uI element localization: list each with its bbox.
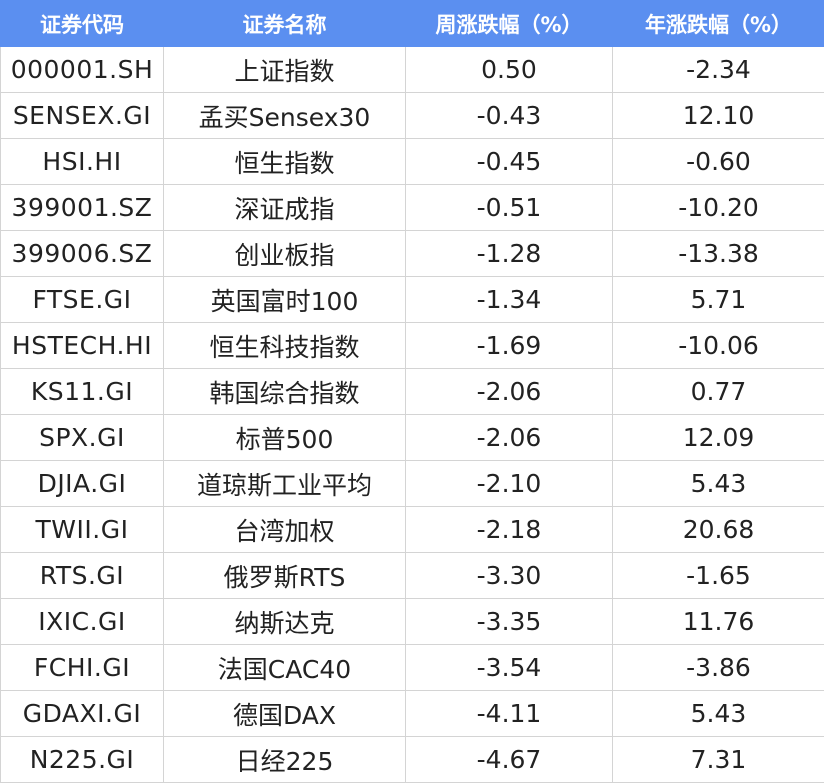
table-cell: 恒生科技指数 — [164, 323, 406, 369]
table-cell: -1.69 — [406, 323, 613, 369]
table-cell: 0.77 — [613, 369, 824, 415]
table-cell: FCHI.GI — [1, 645, 164, 691]
table-cell: -13.38 — [613, 231, 824, 277]
table-cell: 法国CAC40 — [164, 645, 406, 691]
table-cell: 399001.SZ — [1, 185, 164, 231]
table-cell: -2.18 — [406, 507, 613, 553]
table-cell: IXIC.GI — [1, 599, 164, 645]
table-cell: HSTECH.HI — [1, 323, 164, 369]
table-cell: 道琼斯工业平均 — [164, 461, 406, 507]
table-cell: -1.65 — [613, 553, 824, 599]
table-cell: -2.06 — [406, 415, 613, 461]
table-cell: -3.30 — [406, 553, 613, 599]
table-cell: 12.10 — [613, 93, 824, 139]
table-cell: 12.09 — [613, 415, 824, 461]
table-cell: HSI.HI — [1, 139, 164, 185]
table-cell: -4.67 — [406, 737, 613, 783]
table-cell: TWII.GI — [1, 507, 164, 553]
table-cell: 5.43 — [613, 691, 824, 737]
table-cell: 俄罗斯RTS — [164, 553, 406, 599]
table-cell: SENSEX.GI — [1, 93, 164, 139]
table-cell: -10.06 — [613, 323, 824, 369]
table-cell: -10.20 — [613, 185, 824, 231]
header-cell: 周涨跌幅（%） — [406, 1, 613, 47]
table-cell: 399006.SZ — [1, 231, 164, 277]
table-cell: KS11.GI — [1, 369, 164, 415]
table-cell: 孟买Sensex30 — [164, 93, 406, 139]
table-cell: 标普500 — [164, 415, 406, 461]
table-cell: -0.60 — [613, 139, 824, 185]
table-cell: -2.10 — [406, 461, 613, 507]
table-cell: -3.35 — [406, 599, 613, 645]
table-cell: N225.GI — [1, 737, 164, 783]
table-cell: 11.76 — [613, 599, 824, 645]
header-row: 证券代码证券名称周涨跌幅（%）年涨跌幅（%） — [1, 1, 824, 47]
table-cell: FTSE.GI — [1, 277, 164, 323]
header-cell: 证券名称 — [164, 1, 406, 47]
table-cell: -2.34 — [613, 47, 824, 93]
table-cell: -0.43 — [406, 93, 613, 139]
table-cell: -0.45 — [406, 139, 613, 185]
table-cell: -0.51 — [406, 185, 613, 231]
table-cell: -1.28 — [406, 231, 613, 277]
table-cell: 韩国综合指数 — [164, 369, 406, 415]
table-cell: 上证指数 — [164, 47, 406, 93]
table-cell: 日经225 — [164, 737, 406, 783]
table-cell: -2.06 — [406, 369, 613, 415]
table-cell: DJIA.GI — [1, 461, 164, 507]
header-cell: 年涨跌幅（%） — [613, 1, 824, 47]
table-cell: 000001.SH — [1, 47, 164, 93]
table-cell: RTS.GI — [1, 553, 164, 599]
table-cell: 恒生指数 — [164, 139, 406, 185]
table-cell: 创业板指 — [164, 231, 406, 277]
table-cell: 英国富时100 — [164, 277, 406, 323]
table-cell: -3.86 — [613, 645, 824, 691]
table-cell: 德国DAX — [164, 691, 406, 737]
header-cell: 证券代码 — [1, 1, 164, 47]
table-cell: 5.71 — [613, 277, 824, 323]
table-cell: 5.43 — [613, 461, 824, 507]
table-cell: 7.31 — [613, 737, 824, 783]
table-cell: GDAXI.GI — [1, 691, 164, 737]
table-cell: SPX.GI — [1, 415, 164, 461]
table-cell: 0.50 — [406, 47, 613, 93]
table-cell: -1.34 — [406, 277, 613, 323]
table-cell: -3.54 — [406, 645, 613, 691]
table-cell: 深证成指 — [164, 185, 406, 231]
table-cell: 纳斯达克 — [164, 599, 406, 645]
table-cell: 台湾加权 — [164, 507, 406, 553]
table-cell: -4.11 — [406, 691, 613, 737]
table-cell: 20.68 — [613, 507, 824, 553]
